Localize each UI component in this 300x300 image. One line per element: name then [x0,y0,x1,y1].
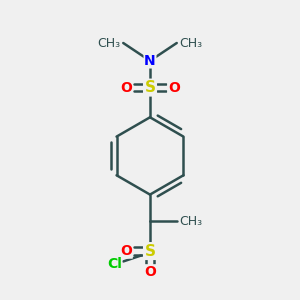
Text: CH₃: CH₃ [97,37,120,50]
Text: O: O [168,81,180,94]
Text: O: O [120,81,132,94]
Text: S: S [145,244,155,259]
Text: CH₃: CH₃ [180,37,203,50]
Text: S: S [145,80,155,95]
Text: O: O [144,265,156,279]
Text: N: N [144,54,156,68]
Text: Cl: Cl [107,257,122,272]
Text: O: O [120,244,132,258]
Text: CH₃: CH₃ [180,215,203,228]
